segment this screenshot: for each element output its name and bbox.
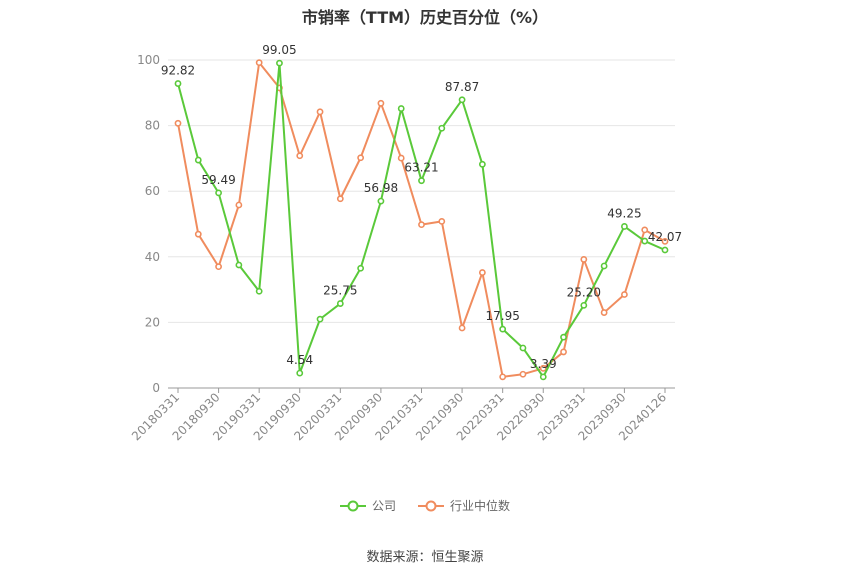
chart-title: 市销率（TTM）历史百分位（%） bbox=[301, 8, 549, 27]
data-point bbox=[519, 370, 527, 378]
data-point bbox=[499, 325, 507, 333]
data-point bbox=[519, 344, 527, 352]
data-point bbox=[276, 59, 283, 67]
series-line-1 bbox=[177, 61, 666, 378]
data-point bbox=[336, 300, 344, 307]
data-point bbox=[438, 217, 446, 225]
data-point bbox=[194, 230, 202, 238]
data-point bbox=[296, 369, 304, 377]
data-label: 87.87 bbox=[445, 80, 479, 94]
data-point bbox=[235, 201, 243, 209]
data-label: 25.20 bbox=[567, 285, 601, 299]
data-point bbox=[377, 99, 385, 107]
grid-layer bbox=[168, 59, 675, 323]
data-point bbox=[357, 264, 365, 272]
data-point bbox=[580, 301, 588, 309]
data-point bbox=[600, 309, 608, 316]
data-point bbox=[377, 197, 385, 205]
source-note: 数据来源：恒生聚源 bbox=[366, 550, 484, 565]
data-point bbox=[357, 154, 365, 162]
data-point bbox=[194, 156, 202, 164]
legend: 公司 行业中位数 bbox=[0, 497, 850, 514]
data-label: 25.75 bbox=[323, 284, 357, 298]
y-tick-label: 40 bbox=[145, 250, 160, 264]
data-point bbox=[539, 364, 547, 372]
legend-item-industry-median[interactable]: 行业中位数 bbox=[418, 497, 510, 514]
y-tick-label: 0 bbox=[152, 381, 160, 395]
data-point bbox=[235, 261, 243, 269]
data-point bbox=[580, 256, 588, 263]
legend-industry-icon bbox=[418, 500, 444, 511]
series-line-0 bbox=[177, 62, 666, 378]
y-tick-label: 100 bbox=[137, 53, 160, 67]
data-label: 4.54 bbox=[286, 353, 313, 367]
data-point bbox=[600, 262, 608, 270]
data-label: 17.95 bbox=[485, 309, 519, 323]
legend-industry-label: 行业中位数 bbox=[450, 499, 511, 513]
data-point bbox=[397, 105, 405, 112]
data-point bbox=[661, 246, 669, 254]
data-point bbox=[539, 373, 547, 381]
data-point bbox=[458, 96, 466, 104]
y-tick-label: 20 bbox=[145, 315, 160, 329]
data-point bbox=[316, 315, 324, 323]
data-point bbox=[215, 189, 222, 197]
data-point bbox=[438, 124, 446, 132]
data-point bbox=[478, 269, 486, 276]
data-label: 49.25 bbox=[607, 206, 641, 220]
data-label-layer: 92.82 59.49 99.05 4.54 25.75 56.98 63.21 87.87 1… bbox=[161, 43, 682, 371]
data-point bbox=[418, 177, 425, 185]
data-point bbox=[336, 195, 344, 203]
y-tick-label: 80 bbox=[145, 119, 160, 133]
legend-item-company[interactable]: 公司 bbox=[339, 497, 396, 514]
legend-company-icon bbox=[339, 500, 366, 511]
data-label: 3.39 bbox=[530, 357, 557, 371]
data-point bbox=[255, 287, 263, 295]
legend-company-label: 公司 bbox=[371, 499, 396, 513]
data-point bbox=[255, 59, 263, 67]
data-label: 56.98 bbox=[364, 181, 398, 195]
data-label: 92.82 bbox=[161, 64, 195, 78]
data-point bbox=[316, 108, 324, 116]
data-label: 99.05 bbox=[262, 43, 296, 57]
data-point bbox=[641, 237, 649, 245]
data-point bbox=[458, 324, 466, 332]
data-point bbox=[478, 160, 486, 168]
data-point bbox=[418, 221, 425, 229]
data-label: 59.49 bbox=[201, 173, 235, 187]
data-point bbox=[621, 291, 628, 298]
data-point bbox=[621, 223, 628, 230]
y-tick-label: 60 bbox=[145, 184, 160, 198]
data-point bbox=[215, 263, 222, 271]
data-point bbox=[560, 348, 567, 356]
data-point bbox=[174, 80, 182, 87]
data-point bbox=[174, 119, 182, 127]
data-point bbox=[296, 152, 304, 160]
data-label: 63.21 bbox=[404, 161, 438, 175]
data-point bbox=[661, 237, 669, 245]
data-point bbox=[641, 226, 649, 234]
data-label: 42.07 bbox=[648, 230, 682, 244]
data-point bbox=[499, 373, 507, 381]
series-layer bbox=[174, 59, 669, 381]
data-point bbox=[397, 154, 405, 162]
data-point bbox=[560, 333, 567, 341]
